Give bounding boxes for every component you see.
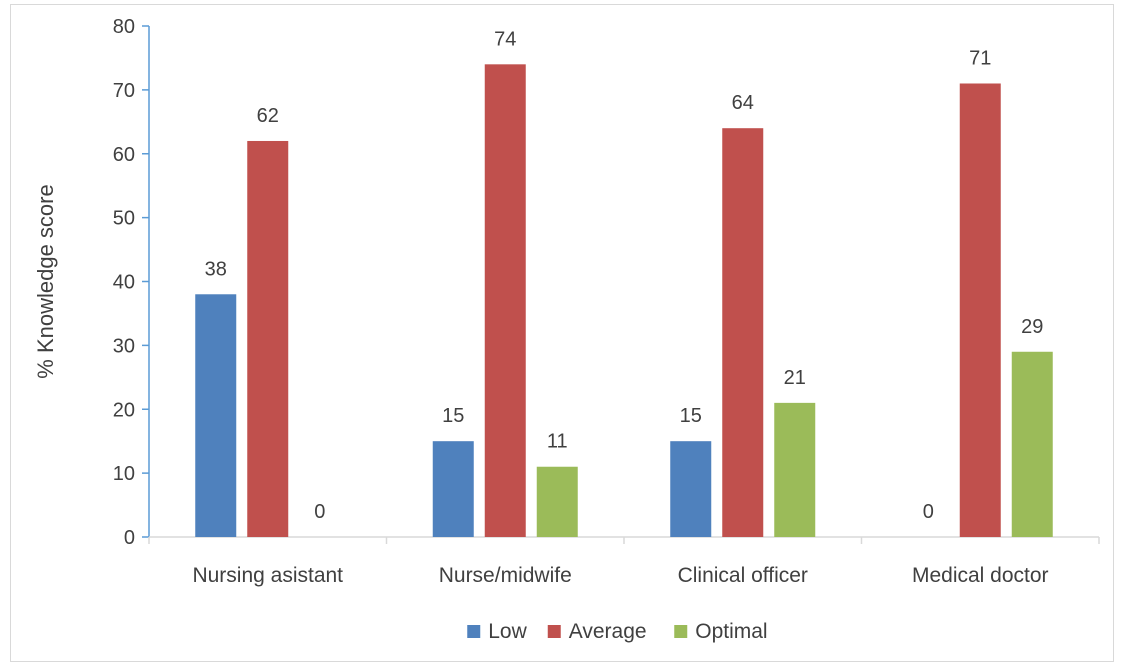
bar-optimal xyxy=(1011,351,1053,537)
y-tick-label: 50 xyxy=(113,208,135,230)
y-tick-label: 70 xyxy=(113,80,135,102)
bar-chart: 0 10 20 30 40 50 60 70 80 Nursing asistant Nurse/… xyxy=(33,16,1100,643)
x-axis: Nursing asistant Nurse/midwife Clinical of… xyxy=(148,536,1100,587)
legend: Low Average Optimal xyxy=(467,620,768,643)
data-label: 74 xyxy=(494,28,516,50)
data-labels: 38 62 0 15 74 11 15 64 21 0 71 29 xyxy=(205,28,1044,523)
legend-label: Low xyxy=(488,620,527,643)
data-label: 0 xyxy=(923,501,934,523)
bar-average xyxy=(959,83,1001,538)
y-axis-title: % Knowledge score xyxy=(33,184,58,378)
data-label: 71 xyxy=(969,47,991,69)
y-tick-label: 60 xyxy=(113,144,135,166)
chart-frame: 0 10 20 30 40 50 60 70 80 Nursing asistant Nurse/… xyxy=(10,4,1114,662)
bar-low xyxy=(195,294,237,537)
y-tick-label: 0 xyxy=(124,527,135,549)
y-tick-label: 40 xyxy=(113,272,135,294)
data-label: 29 xyxy=(1021,316,1043,338)
legend-swatch-optimal xyxy=(674,625,688,638)
data-label: 64 xyxy=(732,92,754,114)
data-label: 38 xyxy=(205,258,227,280)
bar-low xyxy=(670,441,712,537)
y-tick-label: 30 xyxy=(113,335,135,357)
data-label: 0 xyxy=(314,501,325,523)
legend-swatch-low xyxy=(467,625,481,638)
y-tick-label: 10 xyxy=(113,463,135,485)
x-category-label: Clinical officer xyxy=(678,564,808,587)
bars xyxy=(195,64,1053,538)
bar-average xyxy=(247,140,289,537)
data-label: 21 xyxy=(784,367,806,389)
bar-optimal xyxy=(774,402,816,537)
x-category-label: Nurse/midwife xyxy=(439,564,572,587)
legend-swatch-average xyxy=(547,625,561,638)
bar-low xyxy=(432,441,474,537)
data-label: 11 xyxy=(547,431,568,453)
y-axis: 0 10 20 30 40 50 60 70 80 xyxy=(113,16,150,549)
bar-optimal xyxy=(536,466,578,537)
legend-label: Optimal xyxy=(695,620,767,643)
legend-label: Average xyxy=(569,620,647,643)
x-category-label: Medical doctor xyxy=(912,564,1049,587)
x-category-label: Nursing asistant xyxy=(192,564,343,587)
data-label: 62 xyxy=(257,105,279,127)
bar-average xyxy=(722,128,764,537)
bar-average xyxy=(484,64,526,537)
y-tick-label: 80 xyxy=(113,16,135,38)
data-label: 15 xyxy=(680,405,702,427)
data-label: 15 xyxy=(442,405,464,427)
y-tick-label: 20 xyxy=(113,399,135,421)
